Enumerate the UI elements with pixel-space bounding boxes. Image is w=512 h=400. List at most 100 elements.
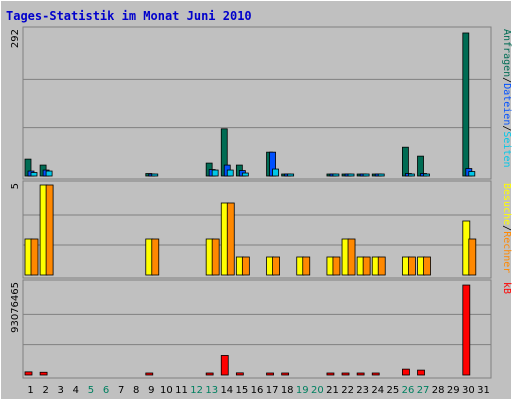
x-tick-label: 13 (205, 385, 218, 396)
bar (205, 372, 214, 376)
bar (462, 284, 471, 376)
bar (281, 372, 290, 376)
bar (377, 256, 386, 276)
x-tick-label: 15 (236, 385, 249, 396)
legend-text: / (501, 225, 512, 231)
series-Rechner (30, 184, 477, 276)
x-tick-label: 14 (220, 385, 233, 396)
legend-text: kB (501, 282, 512, 294)
bar (408, 173, 415, 177)
bar (417, 155, 424, 177)
series-legend: Besuche/Rechner (501, 183, 512, 273)
x-tick-label: 12 (190, 385, 203, 396)
bar (402, 368, 410, 376)
bar (45, 170, 53, 177)
bar (341, 372, 350, 376)
bar (272, 256, 280, 276)
x-tick-label: 2 (42, 385, 48, 396)
legend-text: Dateien (501, 83, 512, 125)
x-tick-label: 17 (266, 385, 279, 396)
panel-middle: 5 Besuche/Rechner (10, 180, 512, 279)
x-tick-label: 11 (175, 385, 188, 396)
x-tick-label: 31 (477, 385, 490, 396)
bar (377, 173, 385, 177)
x-tick-label: 3 (58, 385, 64, 396)
x-tick-label: 10 (160, 385, 173, 396)
bar (408, 256, 416, 276)
bar (347, 173, 355, 177)
x-tick-label: 26 (402, 385, 415, 396)
bar (39, 371, 48, 376)
x-tick-label: 20 (311, 385, 324, 396)
x-tick-label: 16 (251, 385, 264, 396)
x-tick-label: 30 (462, 385, 475, 396)
bar (468, 171, 476, 177)
panel-top: 292 Anfragen/Dateien/Seiten (10, 26, 512, 180)
bar (332, 173, 340, 177)
x-tick-label: 18 (281, 385, 294, 396)
bar (417, 369, 425, 376)
bar (211, 169, 219, 177)
bar (402, 146, 409, 177)
bar (462, 32, 470, 177)
bar (266, 372, 274, 376)
x-tick-label: 7 (118, 385, 124, 396)
y-max-label: 5 (10, 183, 21, 189)
series-legend: kB (501, 282, 512, 294)
bar (235, 372, 244, 376)
x-tick-label: 19 (296, 385, 309, 396)
y-max-label: 292 (10, 29, 21, 48)
bar (347, 238, 356, 276)
bar (30, 172, 38, 177)
x-tick-label: 9 (148, 385, 154, 396)
y-max-label: 93076465 (10, 282, 21, 333)
series-Besuche (24, 184, 471, 276)
bar (423, 256, 431, 276)
series-kB (24, 284, 471, 376)
x-tick-label: 28 (432, 385, 445, 396)
bar (145, 372, 154, 376)
bar (30, 238, 39, 276)
bar (362, 173, 370, 177)
bar (151, 173, 159, 177)
x-tick-label: 27 (417, 385, 430, 396)
bar (151, 238, 160, 276)
bar (356, 372, 365, 376)
x-tick-label: 23 (356, 385, 369, 396)
bar (24, 371, 33, 376)
bar (220, 355, 229, 376)
chart-title: Tages-Statistik im Monat Juni 2010 (6, 9, 252, 23)
panel-frame (22, 279, 492, 379)
series-Seiten (30, 168, 476, 177)
x-tick-label: 21 (326, 385, 339, 396)
bar (332, 256, 341, 276)
bar (272, 168, 279, 177)
bar (302, 256, 311, 276)
bar (241, 256, 250, 276)
x-tick-label: 25 (387, 385, 400, 396)
bar (226, 202, 235, 276)
x-axis-tick-labels: 1 2 3 4 5 6 7 8 9 10 11 12 13 14 15 16 17 18 19 20 21 22 23 24 2… (27, 385, 489, 396)
series-legend: Anfragen/Dateien/Seiten (501, 29, 512, 168)
bar (241, 172, 249, 177)
legend-text: Anfragen (501, 29, 512, 77)
bar (287, 173, 295, 177)
bar (211, 238, 220, 276)
bar (362, 256, 371, 276)
x-tick-label: 4 (73, 385, 79, 396)
x-tick-label: 5 (88, 385, 94, 396)
x-tick-label: 29 (447, 385, 460, 396)
legend-text: Rechner (501, 231, 512, 273)
bar (226, 169, 234, 177)
x-tick-label: 24 (371, 385, 384, 396)
bar (423, 173, 430, 177)
panel-frame (22, 26, 492, 180)
x-tick-label: 6 (103, 385, 109, 396)
legend-text: / (501, 125, 512, 131)
legend-text: Seiten (501, 131, 512, 167)
bar (326, 372, 335, 376)
x-tick-label: 1 (27, 385, 33, 396)
